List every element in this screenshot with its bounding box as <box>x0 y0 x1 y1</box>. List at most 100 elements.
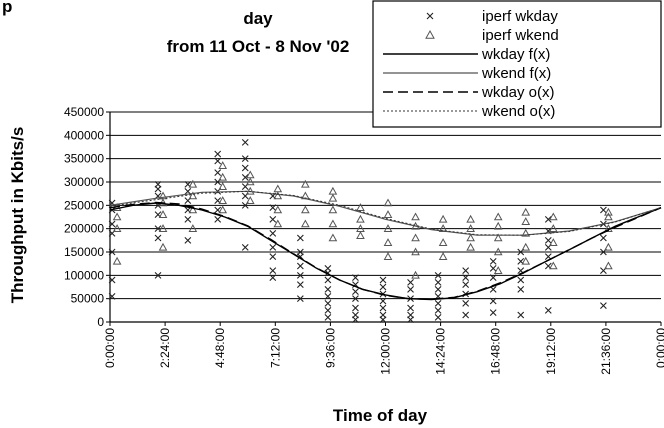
x-tick-label: 9:36:00 <box>323 328 337 368</box>
data-point-x <box>269 243 277 251</box>
data-point-triangle <box>356 224 365 232</box>
data-point-x <box>489 309 497 317</box>
data-point-triangle <box>466 224 475 232</box>
data-point-x <box>352 274 359 282</box>
data-point-triangle <box>425 29 435 39</box>
data-point-triangle <box>273 219 283 228</box>
data-point-triangle <box>158 242 168 251</box>
data-point-triangle <box>112 224 122 232</box>
y-tick-label: 200000 <box>64 222 104 236</box>
series-1 <box>112 161 613 279</box>
data-point-x <box>269 274 277 282</box>
data-point-x <box>296 234 304 242</box>
legend-item: wkday f(x) <box>383 46 550 63</box>
legend: iperf wkday iperf wkend wkday f(x) wkend f(… <box>372 0 662 128</box>
data-point-x <box>352 311 359 319</box>
series <box>108 138 662 324</box>
data-point-triangle <box>301 219 310 228</box>
data-point-triangle <box>273 184 283 193</box>
data-point-x <box>517 285 525 293</box>
data-point-x <box>324 285 332 293</box>
y-tick-label: 450000 <box>64 105 104 119</box>
data-point-triangle <box>188 224 198 232</box>
data-point-x <box>462 299 470 307</box>
data-point-x <box>434 285 442 293</box>
legend-item: wkend o(x) <box>383 103 555 120</box>
data-point-x <box>108 292 116 300</box>
data-point-x <box>434 313 442 321</box>
legend-label: wkday o(x) <box>481 84 555 101</box>
data-point-x <box>544 236 552 244</box>
data-point-x <box>324 276 332 284</box>
data-point-x <box>407 311 414 319</box>
y-axis-ticks: 0 50000 100000 150000 200000 250000 300000 3500… <box>64 105 110 329</box>
data-point-triangle <box>548 238 558 246</box>
data-point-x <box>379 311 387 319</box>
data-point-triangle <box>438 238 448 246</box>
series-line <box>109 190 662 236</box>
data-point-x <box>489 274 497 282</box>
data-point-triangle <box>493 233 503 242</box>
data-point-triangle <box>493 221 503 230</box>
chart-title-line-3: from 11 Oct - 8 Nov '02 <box>167 37 350 56</box>
data-point-triangle <box>466 214 475 223</box>
data-point-triangle <box>548 261 558 270</box>
data-point-x <box>600 206 607 214</box>
data-point-x <box>407 304 414 312</box>
data-point-triangle <box>604 261 613 270</box>
data-point-triangle <box>383 252 393 260</box>
data-point-x <box>184 236 192 244</box>
data-point-x <box>108 248 116 256</box>
data-point-triangle <box>521 207 531 216</box>
data-point-triangle <box>356 231 365 239</box>
legend-item: iperf wkday <box>426 8 558 25</box>
series-5 <box>109 190 662 236</box>
data-point-x <box>544 215 552 223</box>
data-point-triangle <box>218 172 228 181</box>
data-point-x <box>489 297 497 305</box>
x-axis-ticks: 0:00:00 2:24:00 4:48:00 7:12:00 9:36:00 12:00… <box>103 322 664 375</box>
data-point-triangle <box>411 233 420 242</box>
data-point-x <box>352 288 359 296</box>
data-point-x <box>324 306 332 314</box>
series-4 <box>109 201 662 300</box>
data-point-x <box>489 257 497 265</box>
data-point-x <box>296 295 304 303</box>
data-point-x <box>269 229 277 237</box>
data-point-triangle <box>521 242 531 251</box>
x-tick-label: 0:00:00 <box>654 328 664 368</box>
data-point-triangle <box>356 214 365 223</box>
data-point-x <box>600 234 607 242</box>
data-point-triangle <box>328 205 338 214</box>
y-tick-label: 50000 <box>71 292 105 306</box>
data-point-triangle <box>301 179 310 188</box>
data-point-x <box>324 264 332 272</box>
data-point-triangle <box>301 205 310 214</box>
x-tick-label: 2:24:00 <box>158 328 172 368</box>
data-point-triangle <box>188 191 198 200</box>
data-point-triangle <box>245 196 255 204</box>
data-point-triangle <box>411 212 420 221</box>
data-point-x <box>407 278 414 286</box>
data-point-x <box>407 285 414 293</box>
data-point-x <box>379 297 387 305</box>
data-point-triangle <box>273 205 283 214</box>
data-point-x <box>462 281 470 289</box>
chart-title: p day from 11 Oct - 8 Nov '02 <box>2 0 349 56</box>
data-point-triangle <box>521 256 531 265</box>
data-point-x <box>434 306 442 314</box>
legend-item: wkend f(x) <box>383 65 551 82</box>
x-tick-label: 14:24:00 <box>434 328 448 375</box>
data-point-x <box>352 295 359 303</box>
data-point-x <box>214 150 222 158</box>
series-line <box>109 201 662 300</box>
data-point-x <box>600 302 607 310</box>
legend-item: wkday o(x) <box>383 84 555 101</box>
data-point-triangle <box>493 247 503 256</box>
data-point-x <box>379 283 387 291</box>
data-point-x <box>324 313 332 321</box>
x-tick-label: 21:36:00 <box>599 328 613 375</box>
data-point-triangle <box>383 224 393 232</box>
data-point-x <box>241 243 249 251</box>
